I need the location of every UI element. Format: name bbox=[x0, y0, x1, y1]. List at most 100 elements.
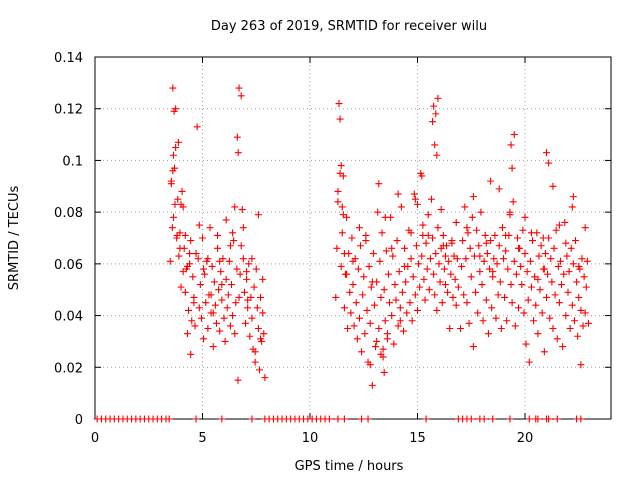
data-point bbox=[579, 322, 587, 330]
data-point bbox=[248, 415, 256, 423]
data-point bbox=[572, 237, 580, 245]
data-point bbox=[204, 255, 212, 263]
data-point bbox=[229, 229, 237, 237]
data-point bbox=[452, 301, 460, 309]
data-point bbox=[365, 262, 373, 270]
data-point bbox=[434, 224, 442, 232]
data-point bbox=[555, 299, 563, 307]
data-point bbox=[476, 252, 484, 260]
data-point bbox=[448, 239, 456, 247]
data-point bbox=[338, 229, 346, 237]
data-point bbox=[243, 268, 251, 276]
data-point bbox=[463, 299, 471, 307]
data-point bbox=[501, 293, 509, 301]
data-point bbox=[374, 208, 382, 216]
data-point bbox=[368, 278, 376, 286]
data-point bbox=[478, 281, 486, 289]
data-point bbox=[473, 226, 481, 234]
data-point bbox=[366, 319, 374, 327]
data-point bbox=[359, 291, 367, 299]
data-point bbox=[541, 250, 549, 258]
data-point bbox=[340, 250, 348, 258]
y-axis-label: SRMTID / TECUs bbox=[7, 186, 22, 291]
data-point bbox=[411, 195, 419, 203]
data-point bbox=[332, 293, 340, 301]
data-point bbox=[208, 262, 216, 270]
data-point bbox=[335, 100, 343, 108]
data-point bbox=[232, 299, 240, 307]
data-point bbox=[337, 262, 345, 270]
data-point bbox=[389, 252, 397, 260]
data-point bbox=[388, 244, 396, 252]
data-point bbox=[492, 314, 500, 322]
data-point bbox=[544, 270, 552, 278]
data-point bbox=[500, 255, 507, 263]
data-point bbox=[240, 288, 248, 296]
data-point bbox=[371, 301, 378, 309]
data-point bbox=[458, 262, 466, 270]
data-point bbox=[195, 221, 203, 229]
data-point bbox=[527, 229, 535, 237]
data-point bbox=[355, 314, 363, 322]
data-point bbox=[466, 244, 474, 252]
data-point bbox=[432, 110, 440, 118]
data-point bbox=[166, 257, 174, 265]
data-point bbox=[167, 177, 175, 185]
data-point bbox=[451, 275, 459, 283]
data-point bbox=[441, 252, 449, 260]
data-point bbox=[525, 415, 533, 423]
data-point bbox=[377, 350, 385, 358]
data-point bbox=[487, 237, 495, 245]
data-point bbox=[237, 242, 245, 250]
data-point bbox=[218, 281, 226, 289]
data-point bbox=[422, 239, 430, 247]
data-point bbox=[412, 242, 420, 250]
data-point bbox=[169, 84, 177, 92]
data-point bbox=[350, 322, 358, 330]
data-point bbox=[252, 265, 260, 273]
data-point bbox=[497, 325, 505, 332]
data-point bbox=[362, 237, 370, 245]
data-point bbox=[257, 293, 265, 301]
data-point bbox=[480, 257, 488, 265]
data-point bbox=[573, 278, 581, 286]
data-point bbox=[437, 206, 445, 214]
data-point bbox=[472, 288, 480, 296]
data-point bbox=[209, 309, 217, 317]
data-point bbox=[489, 268, 497, 276]
y-tick-label: 0.02 bbox=[54, 361, 83, 376]
data-point bbox=[416, 283, 424, 291]
data-point bbox=[248, 255, 256, 263]
data-point bbox=[233, 133, 241, 141]
data-point bbox=[401, 262, 409, 270]
data-point bbox=[420, 275, 428, 283]
data-point bbox=[378, 229, 386, 237]
data-point bbox=[212, 319, 220, 327]
data-point bbox=[526, 257, 534, 265]
data-point bbox=[325, 415, 333, 423]
data-point bbox=[363, 306, 371, 314]
data-point bbox=[469, 343, 477, 351]
data-point bbox=[388, 312, 396, 320]
data-point bbox=[495, 242, 503, 250]
data-point bbox=[403, 309, 411, 317]
data-point bbox=[242, 319, 249, 327]
data-point bbox=[584, 319, 592, 327]
data-point bbox=[202, 299, 210, 307]
data-point bbox=[381, 317, 389, 325]
data-point bbox=[379, 345, 387, 353]
data-point bbox=[228, 281, 236, 289]
data-point bbox=[357, 242, 365, 250]
data-point bbox=[224, 291, 232, 299]
data-point bbox=[214, 244, 222, 252]
data-point bbox=[394, 190, 402, 198]
data-point bbox=[581, 309, 589, 317]
data-point bbox=[439, 242, 447, 250]
data-point bbox=[581, 224, 589, 232]
data-point bbox=[489, 415, 497, 423]
data-point bbox=[510, 131, 518, 139]
data-point bbox=[430, 270, 438, 278]
data-point bbox=[517, 262, 525, 270]
data-point bbox=[476, 268, 484, 276]
data-point bbox=[398, 288, 406, 296]
